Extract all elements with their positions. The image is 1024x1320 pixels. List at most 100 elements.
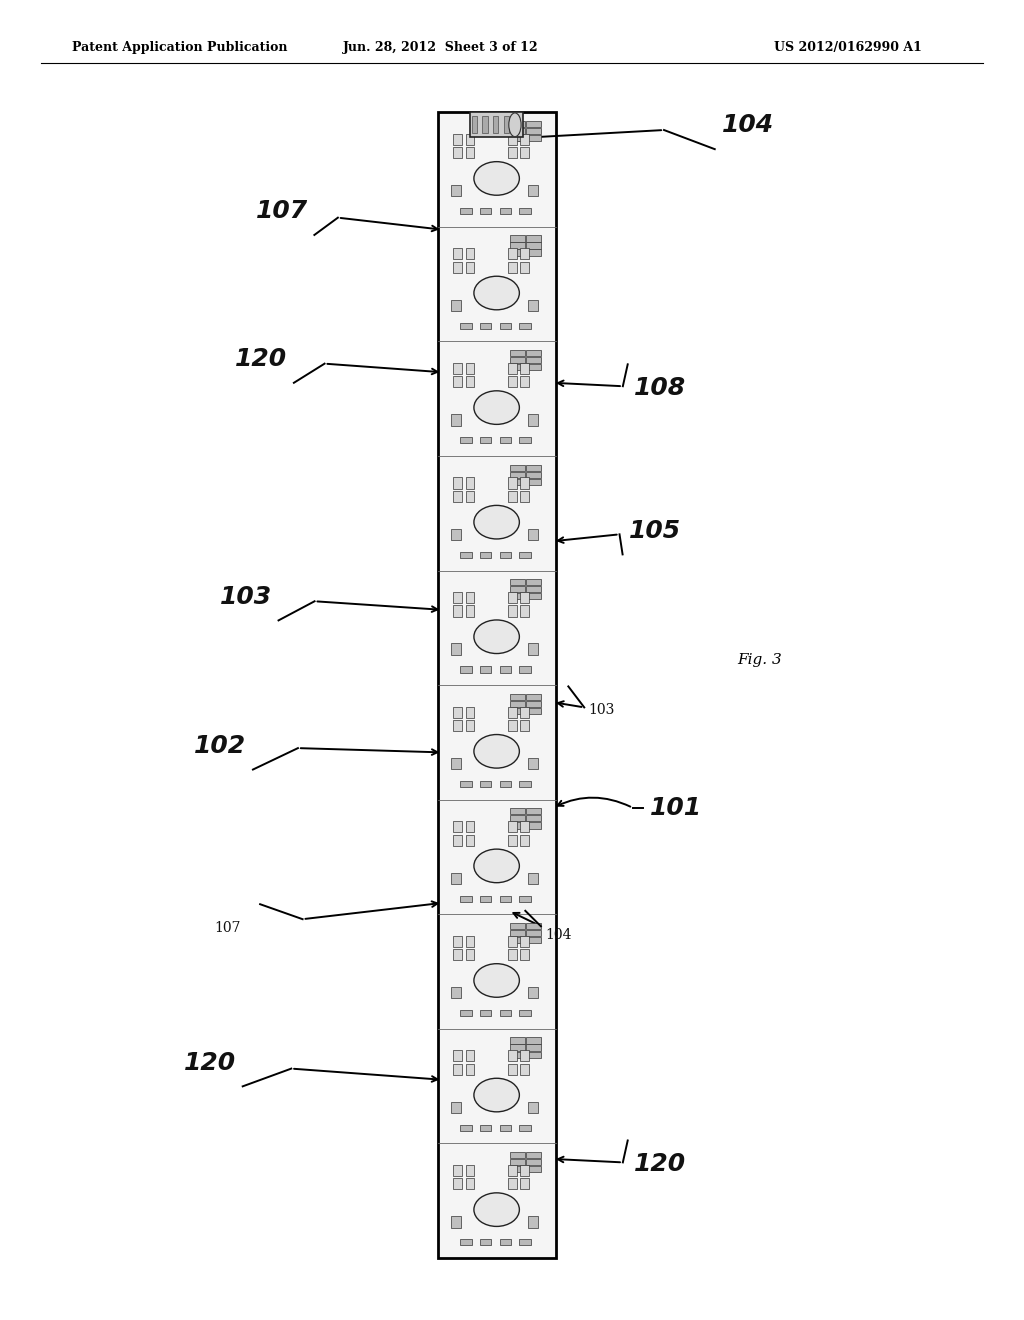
Bar bbox=[508, 491, 517, 502]
Bar bbox=[479, 209, 490, 214]
Bar bbox=[526, 708, 541, 714]
Bar bbox=[479, 1010, 490, 1016]
Bar bbox=[520, 936, 528, 946]
Bar bbox=[519, 1125, 530, 1131]
Bar bbox=[510, 694, 525, 700]
Bar bbox=[519, 552, 530, 558]
Bar bbox=[454, 147, 462, 158]
Bar bbox=[460, 437, 472, 444]
Bar bbox=[479, 667, 490, 673]
Bar bbox=[454, 719, 462, 731]
Bar bbox=[510, 135, 525, 141]
Bar bbox=[510, 1052, 525, 1057]
Bar bbox=[510, 1038, 525, 1044]
Text: 101: 101 bbox=[650, 796, 701, 820]
Bar bbox=[510, 579, 525, 585]
Bar bbox=[526, 235, 541, 242]
Bar bbox=[510, 937, 525, 942]
Bar bbox=[472, 116, 477, 133]
Text: 120: 120 bbox=[635, 1152, 686, 1176]
Bar bbox=[454, 606, 462, 616]
Bar bbox=[528, 414, 538, 425]
Bar bbox=[526, 243, 541, 248]
Bar bbox=[500, 781, 511, 787]
Bar bbox=[466, 248, 474, 260]
Bar bbox=[454, 591, 462, 603]
Bar bbox=[520, 261, 528, 273]
Bar bbox=[528, 758, 538, 770]
Bar bbox=[520, 821, 528, 833]
Bar bbox=[454, 821, 462, 833]
Ellipse shape bbox=[474, 1193, 519, 1226]
Text: 103: 103 bbox=[220, 585, 271, 609]
Bar bbox=[500, 667, 511, 673]
Bar bbox=[454, 834, 462, 846]
Bar bbox=[520, 1051, 528, 1061]
Bar bbox=[500, 1125, 511, 1131]
Bar bbox=[510, 465, 525, 471]
Bar bbox=[466, 1051, 474, 1061]
Bar bbox=[500, 1010, 511, 1016]
Bar bbox=[526, 593, 541, 599]
Bar bbox=[510, 243, 525, 248]
Bar bbox=[452, 1102, 461, 1113]
Bar bbox=[452, 529, 461, 540]
Bar bbox=[508, 376, 517, 388]
Bar bbox=[454, 133, 462, 145]
Bar bbox=[454, 261, 462, 273]
Bar bbox=[526, 249, 541, 256]
Bar bbox=[466, 936, 474, 946]
Bar bbox=[454, 1051, 462, 1061]
Bar bbox=[528, 1102, 538, 1113]
Bar bbox=[508, 1164, 517, 1176]
Ellipse shape bbox=[474, 964, 519, 998]
Bar bbox=[520, 834, 528, 846]
Text: 120: 120 bbox=[184, 1051, 236, 1074]
Bar bbox=[482, 116, 487, 133]
Bar bbox=[460, 1125, 472, 1131]
Bar bbox=[526, 1152, 541, 1158]
Bar bbox=[510, 822, 525, 829]
Bar bbox=[470, 112, 523, 137]
Bar bbox=[519, 437, 530, 444]
Bar bbox=[504, 116, 509, 133]
Bar bbox=[520, 706, 528, 718]
Bar bbox=[510, 1166, 525, 1172]
Bar bbox=[528, 987, 538, 998]
Bar bbox=[528, 300, 538, 312]
Bar bbox=[526, 937, 541, 942]
Bar bbox=[508, 1179, 517, 1189]
Bar bbox=[466, 706, 474, 718]
Ellipse shape bbox=[474, 620, 519, 653]
Bar bbox=[466, 491, 474, 502]
Text: 108: 108 bbox=[635, 376, 686, 400]
Bar bbox=[479, 322, 490, 329]
Bar bbox=[460, 895, 472, 902]
Bar bbox=[466, 376, 474, 388]
Bar bbox=[526, 121, 541, 127]
Bar bbox=[508, 363, 517, 374]
Bar bbox=[500, 552, 511, 558]
Bar bbox=[519, 781, 530, 787]
Bar bbox=[454, 478, 462, 488]
Bar bbox=[526, 128, 541, 135]
Bar bbox=[508, 706, 517, 718]
Bar bbox=[508, 478, 517, 488]
Bar bbox=[508, 821, 517, 833]
Bar bbox=[519, 209, 530, 214]
Bar bbox=[526, 586, 541, 593]
Text: Fig. 3: Fig. 3 bbox=[737, 653, 782, 667]
Bar bbox=[508, 1064, 517, 1074]
Bar bbox=[479, 1125, 490, 1131]
Bar bbox=[526, 923, 541, 929]
Bar bbox=[508, 261, 517, 273]
Bar bbox=[510, 1044, 525, 1051]
Bar bbox=[460, 552, 472, 558]
Bar bbox=[526, 364, 541, 370]
Bar bbox=[520, 719, 528, 731]
Bar bbox=[520, 949, 528, 961]
Bar bbox=[466, 591, 474, 603]
Ellipse shape bbox=[474, 276, 519, 310]
Bar bbox=[500, 209, 511, 214]
Bar bbox=[510, 586, 525, 593]
